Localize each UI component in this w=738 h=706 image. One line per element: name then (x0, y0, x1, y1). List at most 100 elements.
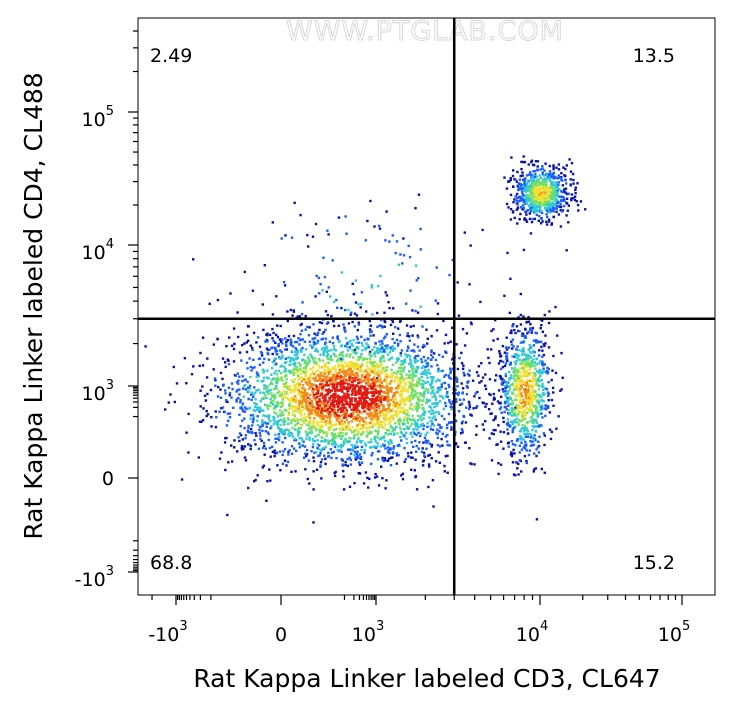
event-dot (379, 390, 383, 393)
event-dot (388, 403, 391, 406)
event-dot (449, 369, 453, 373)
event-dot (541, 399, 544, 403)
event-dot (273, 449, 276, 452)
event-dot (508, 423, 511, 427)
event-dot (457, 391, 461, 394)
event-dot (366, 476, 369, 480)
event-dot (245, 407, 248, 411)
event-dot (460, 351, 463, 355)
event-dot (342, 488, 346, 491)
event-dot (531, 217, 534, 221)
event-dot (325, 290, 328, 293)
event-dot (574, 188, 577, 192)
event-dot (382, 367, 385, 370)
event-dot (530, 198, 533, 202)
event-dot (421, 447, 424, 450)
event-dot (262, 376, 266, 379)
event-dot (470, 322, 473, 326)
event-dot (265, 425, 268, 428)
event-dot (268, 348, 271, 351)
event-dot (291, 345, 295, 348)
event-dot (525, 394, 528, 397)
event-dot (339, 380, 343, 383)
event-dot (502, 420, 505, 424)
event-dot (563, 188, 566, 191)
event-dot (515, 196, 519, 199)
event-dot (324, 348, 327, 351)
event-dot (247, 339, 250, 342)
event-dot (360, 432, 364, 436)
event-dot (575, 200, 578, 203)
event-dot (330, 389, 333, 392)
event-dot (344, 402, 348, 406)
event-dot (327, 426, 330, 430)
event-dot (468, 407, 471, 411)
event-dot (510, 367, 514, 370)
event-dot (520, 394, 524, 398)
event-dot (507, 346, 511, 349)
event-dot (378, 379, 381, 382)
event-dot (381, 412, 384, 415)
event-dot (524, 202, 527, 205)
event-dot (354, 364, 357, 368)
event-dot (392, 447, 395, 450)
event-dot (398, 320, 402, 323)
event-dot (434, 418, 437, 421)
event-dot (495, 374, 498, 377)
event-dot (519, 378, 522, 381)
event-dot (317, 454, 320, 458)
event-dot (308, 393, 312, 397)
event-dot (297, 390, 300, 394)
event-dot (371, 417, 374, 420)
event-dot (266, 480, 269, 483)
event-dot (353, 450, 357, 453)
event-dot (335, 384, 338, 387)
event-dot (524, 356, 528, 359)
event-dot (535, 357, 539, 361)
event-dot (443, 381, 447, 385)
event-dot (422, 441, 425, 444)
event-dot (285, 464, 288, 467)
event-dot (289, 363, 292, 366)
event-dot (534, 419, 538, 422)
event-dot (265, 499, 268, 502)
event-dot (360, 335, 363, 338)
event-dot (534, 173, 537, 176)
event-dot (335, 457, 338, 460)
event-dot (492, 398, 495, 401)
event-dot (192, 258, 195, 261)
event-dot (417, 431, 420, 434)
event-dot (357, 461, 361, 464)
event-dot (513, 216, 516, 220)
event-dot (357, 431, 360, 434)
event-dot (432, 412, 435, 415)
event-dot (290, 405, 293, 408)
event-dot (576, 203, 580, 207)
event-dot (510, 383, 514, 387)
event-dot (173, 400, 176, 404)
event-dot (349, 361, 352, 364)
event-dot (408, 405, 412, 408)
event-dot (455, 379, 459, 382)
event-dot (438, 353, 441, 357)
event-dot (514, 331, 517, 335)
event-dot (277, 378, 280, 381)
event-dot (313, 372, 316, 376)
event-dot (395, 375, 399, 378)
event-dot (298, 410, 301, 414)
event-dot (275, 349, 279, 353)
event-dot (532, 394, 535, 397)
event-dot (397, 412, 400, 415)
event-dot (329, 357, 332, 360)
event-dot (356, 411, 359, 414)
event-dot (556, 189, 559, 192)
event-dot (319, 383, 322, 386)
event-dot (516, 345, 519, 348)
event-dot (217, 385, 220, 389)
event-dot (327, 372, 330, 376)
event-dot (390, 379, 393, 382)
event-dot (328, 390, 332, 394)
event-dot (296, 431, 300, 434)
event-dot (541, 382, 544, 386)
event-dot (399, 399, 402, 402)
